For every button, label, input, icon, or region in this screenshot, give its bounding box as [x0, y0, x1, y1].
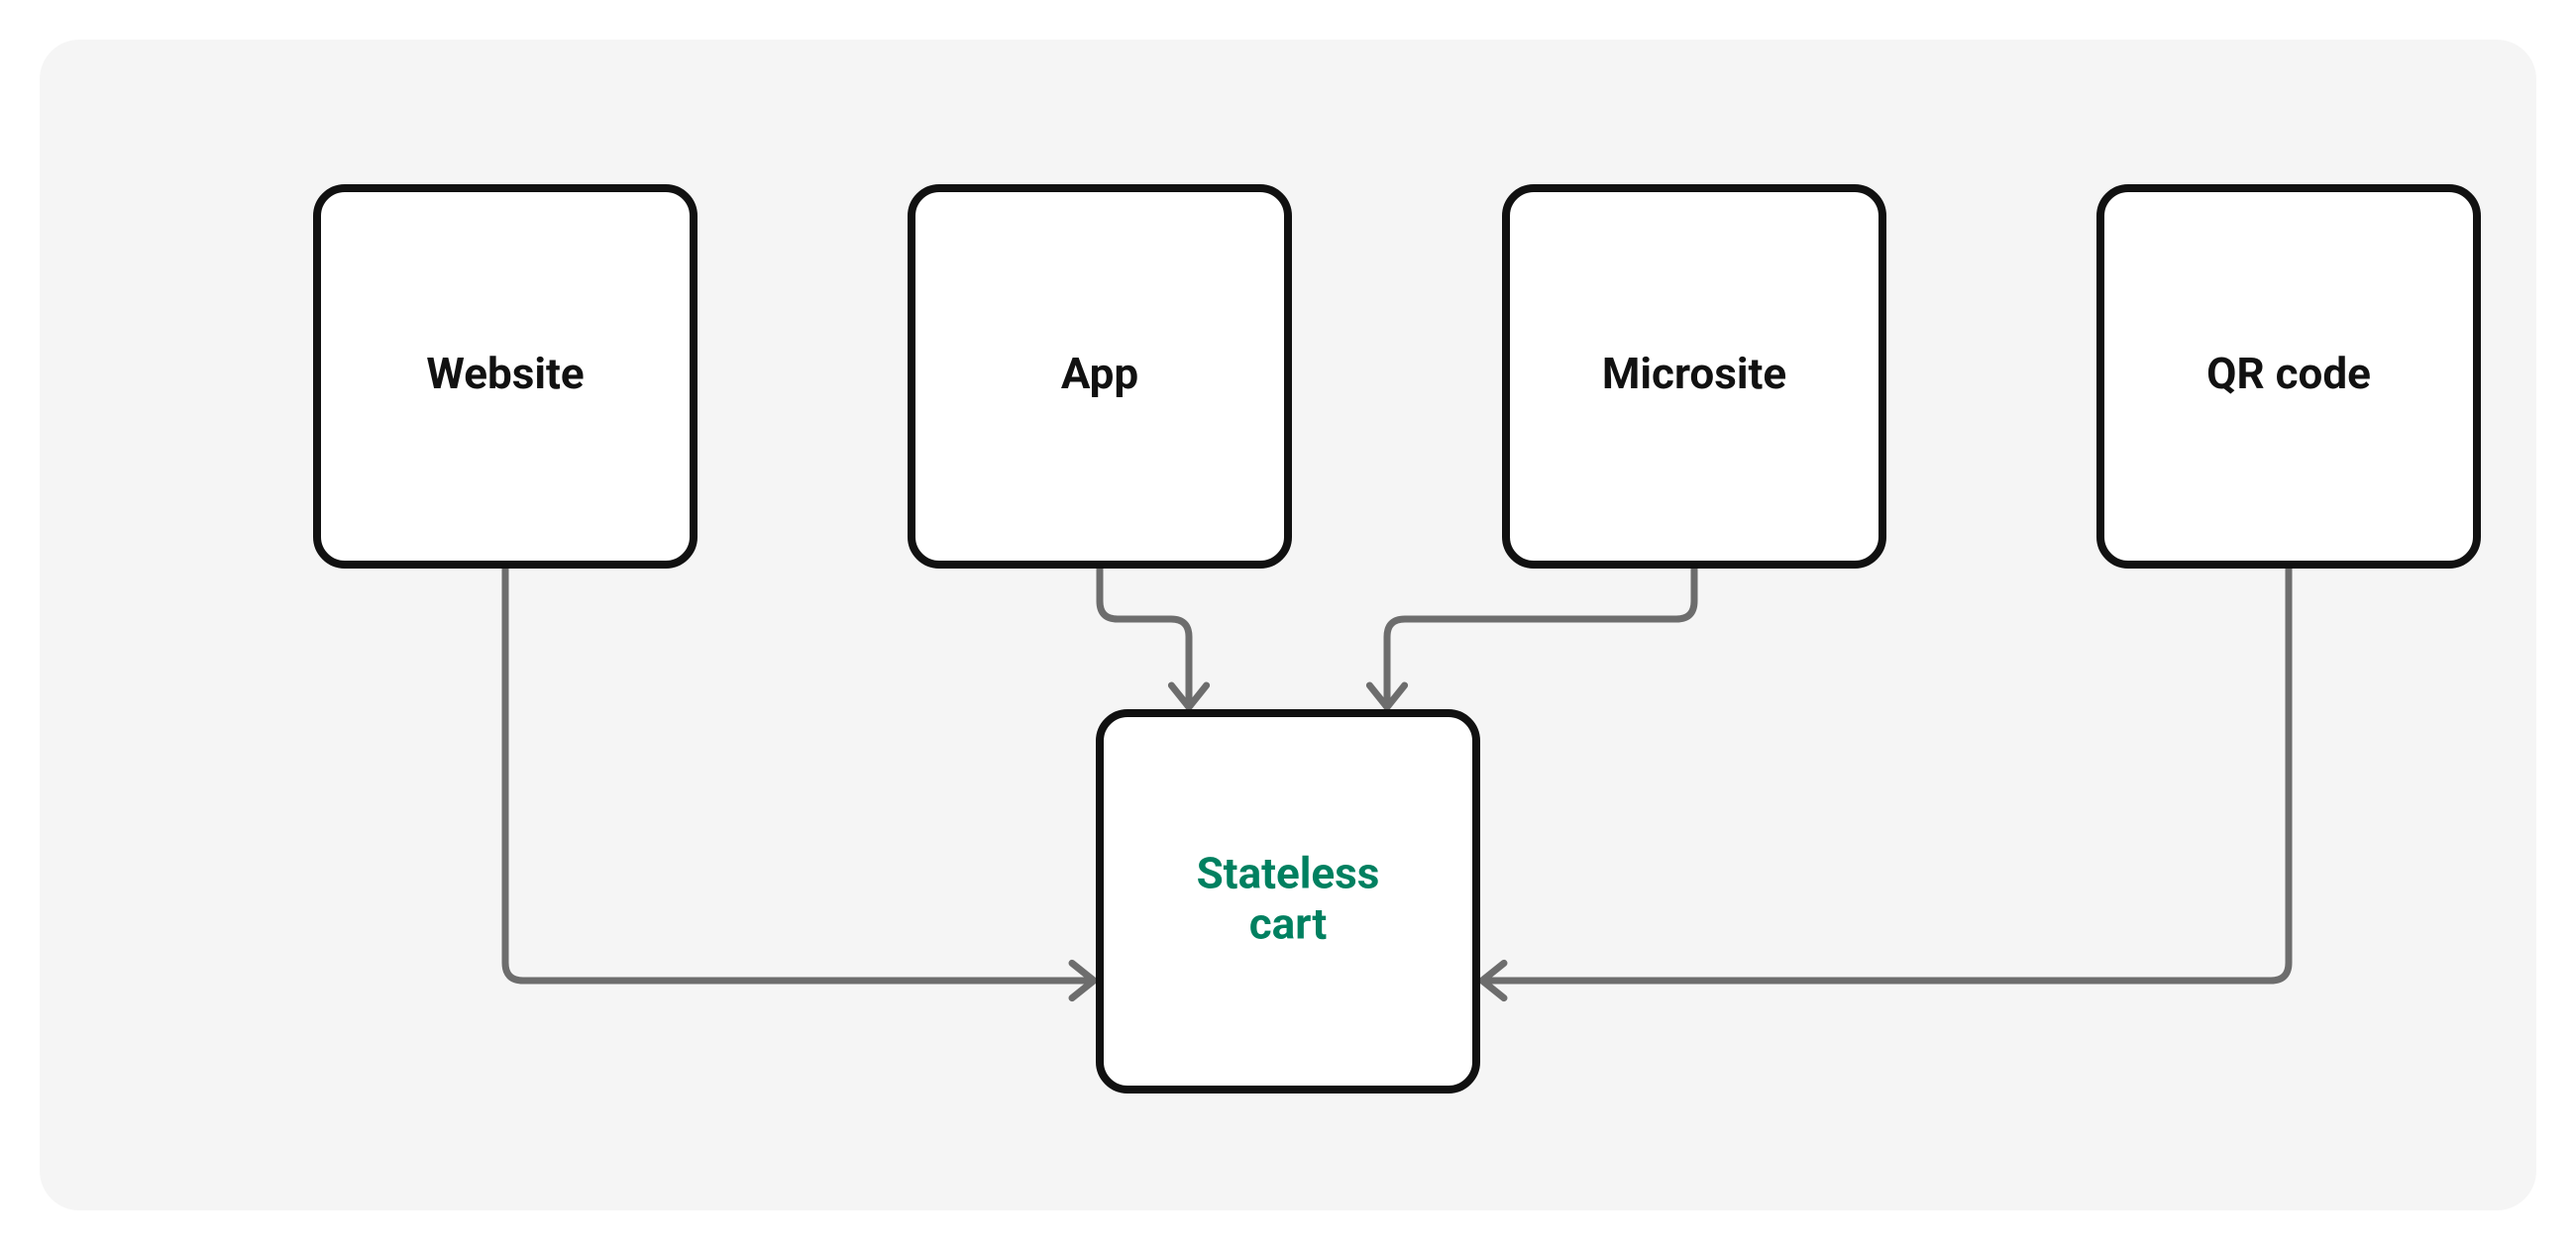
- node-app: App: [912, 188, 1288, 565]
- node-qrcode-label: QR code: [2206, 348, 2371, 399]
- node-website: Website: [317, 188, 694, 565]
- diagram-svg: Website App Microsite QR code Statelesscart: [0, 0, 2576, 1250]
- node-cart: Statelesscart: [1100, 713, 1476, 1090]
- node-website-label: Website: [426, 348, 584, 399]
- node-microsite-label: Microsite: [1602, 348, 1786, 399]
- node-qrcode: QR code: [2100, 188, 2477, 565]
- node-app-label: App: [1061, 348, 1138, 399]
- node-microsite: Microsite: [1506, 188, 1882, 565]
- diagram-canvas: Website App Microsite QR code Statelesscart: [0, 0, 2576, 1250]
